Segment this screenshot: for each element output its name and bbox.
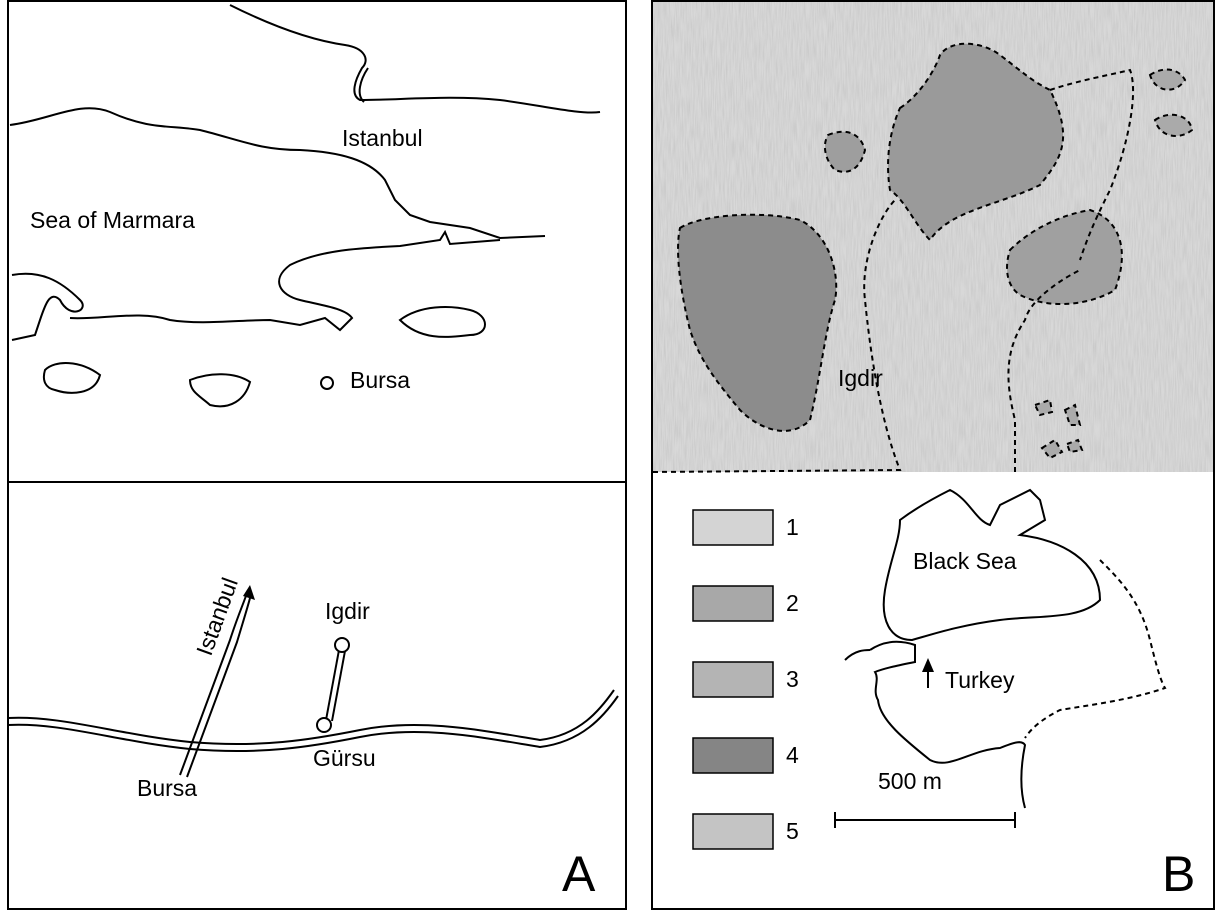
town-marker (317, 718, 331, 732)
panel-b: Igdir 1 2 3 4 5 Black Sea Turkey 500 m B (652, 1, 1214, 909)
town-label: Igdir (325, 598, 370, 624)
panel-label: B (1162, 846, 1195, 902)
country-label: Turkey (945, 667, 1015, 693)
legend-swatch (693, 738, 773, 773)
legend-label: 4 (786, 742, 799, 768)
town-label: Igdir (838, 365, 883, 391)
legend-label: 5 (786, 818, 799, 844)
island (400, 307, 485, 337)
city-label: Istanbul (342, 125, 423, 151)
legend-swatch (693, 586, 773, 621)
coastline (12, 232, 500, 340)
strait (360, 68, 368, 102)
island (44, 363, 100, 393)
road (332, 651, 345, 721)
legend-swatch (693, 510, 773, 545)
panel-frame (8, 1, 626, 909)
sea-label: Sea of Marmara (30, 207, 195, 233)
legend-label: 3 (786, 666, 799, 692)
highway (8, 696, 618, 751)
legend-swatch (693, 814, 773, 849)
coastline (230, 5, 600, 113)
figure: Istanbul Sea of Marmara Bursa Istanbul I… (0, 0, 1216, 910)
highway (8, 690, 614, 744)
town-label: Gürsu (313, 745, 376, 771)
island (190, 374, 250, 406)
legend-label: 1 (786, 514, 799, 540)
panel-label: A (562, 846, 596, 902)
city-marker (321, 377, 333, 389)
legend-swatch (693, 662, 773, 697)
page: Istanbul Sea of Marmara Bursa Istanbul I… (0, 0, 1216, 915)
sea-label: Black Sea (913, 548, 1017, 574)
town-label: Bursa (137, 775, 197, 801)
scale-label: 500 m (878, 768, 942, 794)
panel-a: Istanbul Sea of Marmara Bursa Istanbul I… (8, 1, 626, 909)
city-label: Bursa (350, 367, 410, 393)
legend-label: 2 (786, 590, 799, 616)
road (326, 650, 339, 720)
town-marker (335, 638, 349, 652)
